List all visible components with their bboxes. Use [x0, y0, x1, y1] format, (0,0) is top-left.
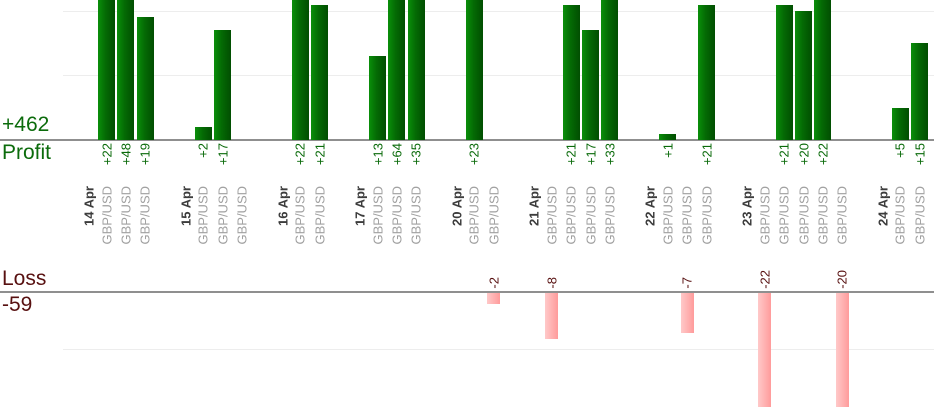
instrument-label: GBP/USD — [118, 186, 134, 245]
instrument-label: GBP/USD — [563, 186, 579, 245]
profit-value-label: +20 — [796, 143, 811, 166]
instrument-label: GBP/USD — [583, 186, 598, 245]
instrument-label: GBP/USD — [312, 186, 327, 245]
profit-value-label: +48 — [118, 143, 134, 166]
profit-value-label: +22 — [99, 143, 114, 166]
loss-value-label: -20 — [834, 270, 850, 289]
instrument-label: GBP/USD — [679, 186, 695, 245]
profit-bar[interactable] — [891, 108, 909, 140]
profit-axis-label: Profit — [2, 141, 52, 164]
date-label: 20 Apr — [449, 186, 465, 226]
instrument-label: GBP/USD — [486, 186, 502, 245]
profit-value-label: +15 — [912, 143, 928, 166]
loss-bar[interactable] — [758, 293, 772, 407]
loss-bar[interactable] — [487, 293, 501, 304]
profit-bar[interactable] — [311, 5, 328, 140]
instrument-label: GBP/USD — [892, 186, 908, 245]
date-label: 14 Apr — [81, 186, 97, 226]
date-label: 21 Apr — [526, 186, 542, 226]
instrument-label: GBP/USD — [815, 186, 831, 245]
profit-value-label: +33 — [602, 143, 618, 166]
profit-bar[interactable] — [698, 5, 716, 140]
profit-bar[interactable] — [407, 0, 425, 140]
instrument-label: GBP/USD — [99, 186, 114, 245]
profit-bar[interactable] — [911, 43, 929, 140]
profit-bar[interactable] — [659, 134, 677, 140]
profit-value-label: +17 — [583, 143, 598, 166]
instrument-label: GBP/USD — [137, 186, 153, 245]
profit-value-label: +5 — [892, 143, 908, 158]
date-label: 23 Apr — [739, 186, 755, 226]
instrument-label: GBP/USD — [370, 186, 385, 245]
profit-value-label: +64 — [389, 143, 405, 166]
instrument-label: GBP/USD — [602, 186, 618, 245]
loss-value-label: -7 — [679, 277, 695, 289]
instrument-label: GBP/USD — [660, 186, 676, 245]
instrument-label: GBP/USD — [408, 186, 424, 245]
profit-bar[interactable] — [814, 0, 832, 140]
profit-value-label: +13 — [370, 143, 385, 166]
profit-value-label: +23 — [466, 143, 482, 166]
instrument-label: GBP/USD — [234, 186, 250, 245]
date-label: 15 Apr — [178, 186, 194, 226]
loss-total-label: -59 — [2, 293, 33, 316]
profit-bar[interactable] — [601, 0, 619, 140]
profit-bar[interactable] — [291, 0, 309, 140]
profit-bar[interactable] — [562, 5, 580, 140]
profit-value-label: +22 — [815, 143, 831, 166]
profit-total-label: +462 — [2, 113, 50, 136]
profit-bar[interactable] — [465, 0, 483, 140]
profit-bar[interactable] — [194, 127, 212, 140]
loss-bar[interactable] — [835, 293, 849, 407]
instrument-label: GBP/USD — [796, 186, 811, 245]
profit-value-label: +35 — [408, 143, 424, 166]
date-label: 22 Apr — [642, 186, 658, 226]
profit-bar[interactable] — [136, 17, 154, 140]
profit-value-label: +21 — [699, 143, 715, 166]
instrument-label: GBP/USD — [215, 186, 231, 245]
loss-gridline-10 — [63, 349, 934, 350]
profit-gridline-10 — [63, 75, 934, 76]
loss-value-label: -2 — [486, 277, 502, 289]
instrument-label: GBP/USD — [776, 186, 792, 245]
instrument-label: GBP/USD — [699, 186, 715, 245]
profit-bar[interactable] — [795, 11, 812, 140]
loss-value-label: -22 — [757, 270, 773, 289]
profit-bar[interactable] — [369, 56, 386, 140]
profit-bar[interactable] — [388, 0, 406, 140]
profit-bar[interactable] — [775, 5, 793, 140]
instrument-label: GBP/USD — [292, 186, 308, 245]
profit-axis-line — [0, 139, 934, 141]
loss-bar[interactable] — [680, 293, 694, 333]
date-label: 17 Apr — [352, 186, 368, 226]
profit-value-label: +22 — [292, 143, 308, 166]
profit-bar[interactable] — [214, 30, 232, 140]
profit-value-label: +21 — [563, 143, 579, 166]
profit-value-label: +1 — [660, 143, 676, 158]
profit-value-label: +21 — [312, 143, 327, 166]
instrument-label: GBP/USD — [544, 186, 560, 245]
profit-gridline-20 — [63, 11, 934, 12]
profit-value-label: +17 — [215, 143, 231, 166]
loss-axis-label: Loss — [2, 267, 47, 290]
loss-bar[interactable] — [545, 293, 559, 339]
profit-value-label: +21 — [776, 143, 792, 166]
profit-value-label: +2 — [195, 143, 211, 158]
loss-value-label: -8 — [544, 277, 560, 289]
instrument-label: GBP/USD — [195, 186, 211, 245]
date-label: 16 Apr — [275, 186, 291, 226]
loss-axis-line — [0, 291, 934, 293]
instrument-label: GBP/USD — [834, 186, 850, 245]
profit-bar[interactable] — [98, 0, 115, 140]
instrument-label: GBP/USD — [389, 186, 405, 245]
date-label: 24 Apr — [875, 186, 891, 226]
instrument-label: GBP/USD — [912, 186, 928, 245]
profit-bar[interactable] — [582, 30, 599, 140]
instrument-label: GBP/USD — [466, 186, 482, 245]
profit-bar[interactable] — [117, 0, 135, 140]
profit-value-label: +19 — [137, 143, 153, 166]
instrument-label: GBP/USD — [757, 186, 773, 245]
